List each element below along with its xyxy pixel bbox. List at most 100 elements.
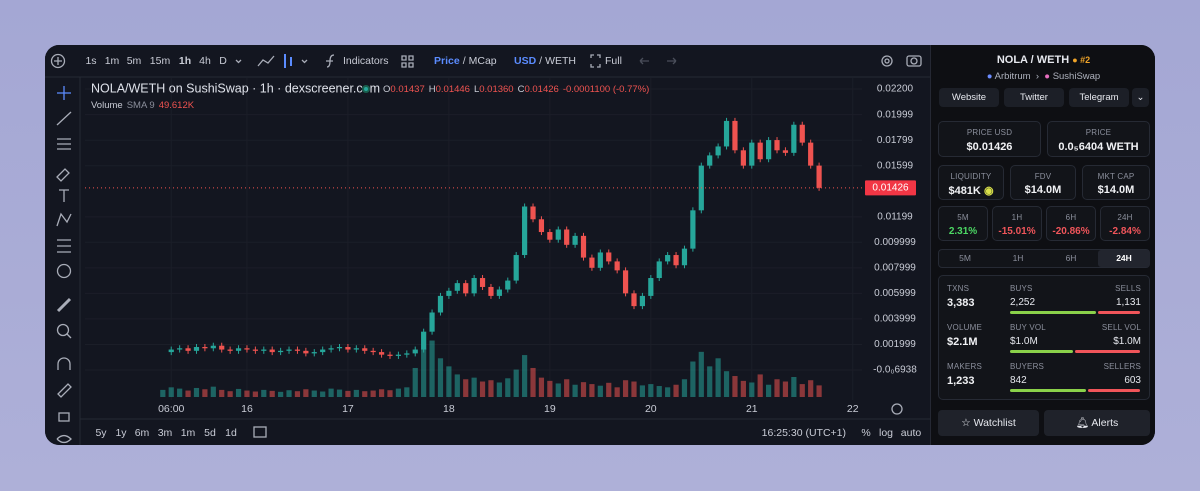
interval-button[interactable]: 1h [179,55,191,67]
toggle-other[interactable]: MCap [469,55,497,67]
fx-icon[interactable] [326,54,335,68]
volume-bar [707,366,713,397]
range-button[interactable]: 6m [135,427,150,439]
interval-button[interactable]: 4h [199,55,211,67]
crosshair-tool[interactable] [57,86,71,100]
volume-bar [362,391,368,397]
twitter-button[interactable]: Twitter [1004,88,1064,107]
volume-bar [261,389,267,397]
volume-bar [580,382,587,397]
add-icon[interactable] [50,53,66,69]
rank-text: #2 [1080,55,1091,65]
zoom-tool[interactable] [56,323,70,337]
stat-label: PRICE USD [966,128,1013,137]
lock-tool[interactable] [58,412,70,422]
brush-tool[interactable] [56,168,70,182]
volume-bar [757,374,763,397]
volume-bar [597,385,603,397]
volume-bar [286,390,292,397]
eye-tool[interactable] [56,434,72,444]
toggle-other[interactable]: WETH [545,55,576,67]
settings-icon[interactable] [881,55,893,67]
goto-icon[interactable] [891,403,903,415]
candle [690,210,696,249]
ohlc-value: 0.01426 [524,84,558,95]
candle [437,295,444,313]
period-tab[interactable]: 5M [959,253,971,263]
line-tool[interactable] [56,111,72,126]
volume-bar [648,384,654,397]
website-button[interactable]: Website [939,88,999,107]
more-button[interactable]: ⌄ [1132,88,1149,107]
action-label[interactable]: Watchlist [973,417,1016,429]
range-button[interactable]: 1y [115,427,127,439]
undo-redo[interactable] [639,57,677,65]
range-button[interactable]: 1m [181,427,196,439]
fdv-box: FDV $14.0M [1010,165,1076,200]
action-label[interactable]: Alerts [1091,417,1119,429]
range-button[interactable]: 1d [225,427,237,439]
change-value: -20.86% [1052,226,1090,237]
period-tabs[interactable]: 5M 1H 6H 24H [938,249,1150,268]
volume-bar [454,374,460,397]
interval-button[interactable]: 1s [85,55,96,67]
candle [522,206,528,256]
volume-bar [782,381,789,397]
candle [177,348,183,350]
toggle-active[interactable]: USD [514,55,537,67]
interval-button[interactable]: D [219,55,227,67]
candle [488,286,494,296]
measure-list[interactable] [57,239,71,253]
full-icon[interactable] [590,54,601,68]
price-toggle[interactable]: Price / MCap [434,55,497,67]
period-tab[interactable]: 6H [1065,253,1077,263]
lock-draw-tool[interactable] [57,383,72,398]
volume-value: 49.612K [159,100,195,111]
scale-option[interactable]: log [879,427,893,439]
interval-button[interactable]: 1m [105,55,120,67]
fib-tool[interactable] [57,138,71,150]
watchlist-button[interactable]: ☆ Watchlist [938,410,1039,436]
candle [799,124,805,143]
left-tools[interactable] [50,53,922,444]
volume-bar [665,387,671,397]
dropdown-icon[interactable] [235,59,308,64]
scale-option[interactable]: % [861,427,870,439]
line-chart-icon[interactable] [257,55,275,67]
period-tab[interactable]: 1H [1012,253,1024,263]
indicators-button[interactable]: Indicators [343,55,389,67]
interval-button[interactable]: 15m [150,55,171,67]
emoji-tool[interactable] [56,263,72,279]
range-button[interactable]: 3m [158,427,173,439]
scale-option[interactable]: auto [901,427,922,439]
toggle-active[interactable]: Price [434,55,460,67]
stat-value: $14.0M [1097,184,1135,196]
magnet-tool[interactable] [57,357,71,370]
period-tab[interactable]: 24H [1098,250,1150,267]
y-tick-label: 0.007999 [874,262,916,273]
full-button[interactable]: Full [605,55,622,67]
candle [723,120,730,147]
ruler-tool[interactable] [56,297,72,313]
interval-button[interactable]: 5m [127,55,142,67]
ohlc-label: H [429,84,436,95]
changes-row: 5M 2.31% 1H -15.01% 6H -20.86% 24H -2.84% [931,206,1155,241]
snapshot-icon[interactable] [906,55,922,67]
activity-left: 842 [1010,375,1027,386]
x-tick-label: 21 [746,403,758,415]
ohlc-label: L [474,84,479,95]
volume-bar [345,390,351,397]
change-label: 5M [957,213,969,222]
telegram-button[interactable]: Telegram [1069,88,1129,107]
pattern-tool[interactable] [56,212,72,227]
y-tick-label: 0.01999 [877,109,914,120]
currency-toggle[interactable]: USD / WETH [514,55,576,67]
candle-icon[interactable] [284,54,292,68]
templates-icon[interactable] [401,55,414,68]
candle [168,349,174,353]
range-button[interactable]: 5d [204,427,216,439]
date-range-icon[interactable] [253,426,267,438]
text-tool[interactable] [59,189,69,202]
range-button[interactable]: 5y [95,427,107,439]
alerts-button[interactable]: 🔔︎ Alerts [1044,410,1150,436]
